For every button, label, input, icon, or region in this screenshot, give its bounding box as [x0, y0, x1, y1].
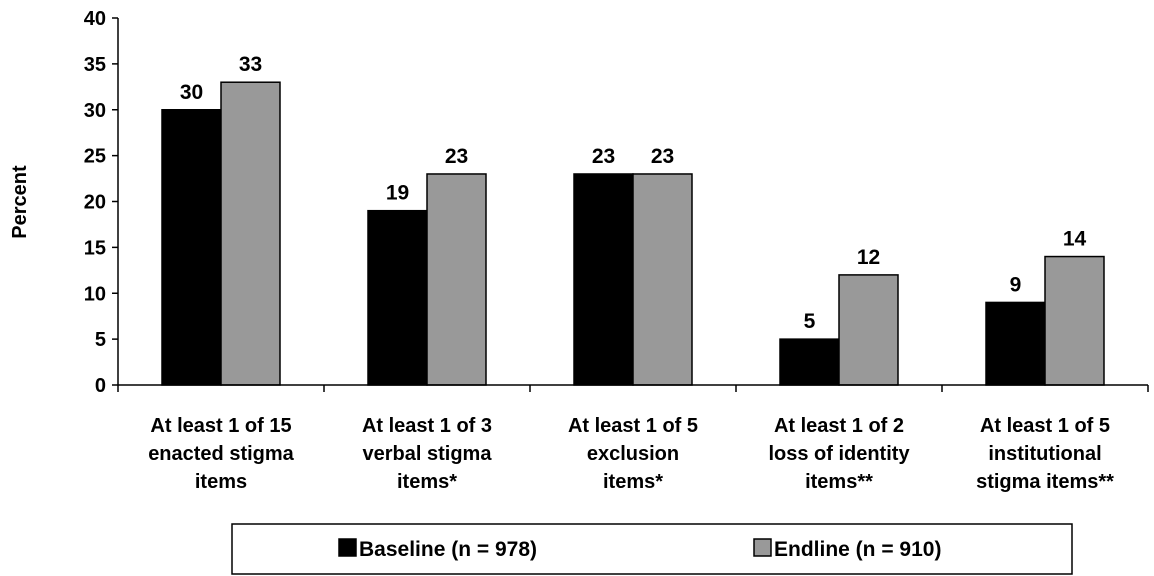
x-category-label: At least 1 of 2: [774, 415, 904, 437]
bar-baseline: [367, 209, 428, 386]
y-tick-label: 25: [84, 146, 106, 168]
legend-swatch-endline: [753, 538, 772, 557]
data-label: 30: [180, 81, 203, 104]
x-category-label: items*: [603, 471, 663, 493]
data-label: 23: [651, 145, 674, 168]
bar-endline: [220, 81, 281, 386]
bar-endline: [426, 173, 487, 386]
bar-baseline: [573, 173, 634, 386]
x-category-label: items: [195, 471, 247, 493]
legend-label: Endline (n = 910): [774, 538, 941, 561]
data-label: 23: [445, 145, 468, 168]
x-category-label: exclusion: [587, 443, 679, 465]
y-tick-label: 5: [95, 329, 106, 351]
bar-endline: [632, 173, 693, 386]
bar-baseline: [161, 109, 222, 386]
x-category-label: institutional: [988, 443, 1101, 465]
data-label: 14: [1063, 228, 1087, 251]
y-tick-label: 30: [84, 100, 106, 122]
y-tick-label: 40: [84, 8, 106, 30]
x-category-label: verbal stigma: [363, 443, 493, 465]
data-label: 19: [386, 182, 409, 205]
bar-endline: [838, 274, 899, 386]
x-category-label: enacted stigma: [148, 443, 294, 465]
x-category-label: stigma items**: [976, 471, 1114, 493]
legend: Baseline (n = 978) Endline (n = 910): [231, 523, 1073, 575]
y-axis-title: Percent: [9, 165, 31, 239]
y-tick-label: 10: [84, 283, 106, 305]
data-label: 9: [1010, 273, 1022, 296]
x-category-label: items*: [397, 471, 457, 493]
bar-endline: [1044, 255, 1105, 386]
x-category-label: At least 1 of 5: [568, 415, 698, 437]
bar-baseline: [985, 301, 1046, 386]
x-category-label: At least 1 of 3: [362, 415, 492, 437]
legend-label: Baseline (n = 978): [359, 538, 537, 561]
y-tick-label: 0: [95, 375, 106, 397]
x-category-label: At least 1 of 15: [150, 415, 291, 437]
legend-border: [231, 523, 1073, 575]
plot-area: 30 19 23 5 9 33 23 23 12 14 0 5 10 15 20 25 30 35 40 At lea…: [84, 8, 1149, 493]
data-label: 33: [239, 53, 262, 76]
bar-baseline: [779, 338, 840, 386]
x-category-label: loss of identity: [768, 443, 910, 465]
data-label: 23: [592, 145, 615, 168]
y-tick-label: 20: [84, 192, 106, 214]
data-label: 12: [857, 246, 880, 269]
x-category-label: At least 1 of 5: [980, 415, 1110, 437]
y-tick-label: 35: [84, 54, 106, 76]
legend-swatch-baseline: [338, 538, 357, 557]
y-tick-label: 15: [84, 237, 106, 259]
data-label: 5: [804, 310, 816, 333]
x-category-label: items**: [805, 471, 873, 493]
